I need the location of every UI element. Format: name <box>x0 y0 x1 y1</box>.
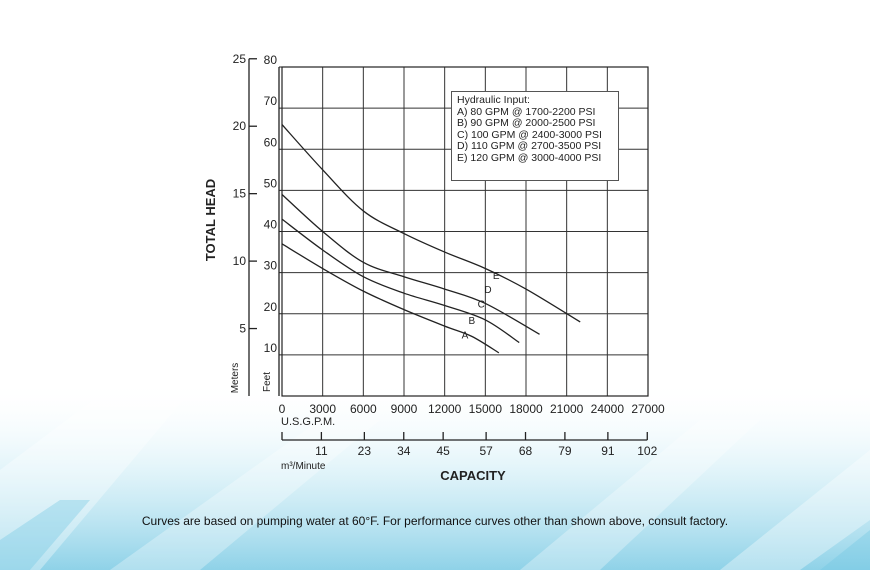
y-feet-tick-label: 60 <box>264 135 278 149</box>
x-m3-unit-label: m³/Minute <box>281 461 326 472</box>
x-m3-tick-label: 11 <box>315 444 328 458</box>
x-m3-tick-label: 91 <box>601 444 615 458</box>
curve-e <box>281 124 581 323</box>
x-gpm-tick-label: 0 <box>279 402 286 416</box>
x-gpm-tick-label: 12000 <box>428 402 462 416</box>
y-feet-unit-label: Feet <box>262 372 273 392</box>
x-axis-title: CAPACITY <box>440 468 506 483</box>
y-feet-tick-label: 10 <box>264 341 278 355</box>
y-feet-tick-label: 50 <box>264 176 278 190</box>
legend-entry-b: B) 90 GPM @ 2000-2500 PSI <box>457 117 596 130</box>
x-m3-tick-label: 45 <box>436 444 450 458</box>
y-meters-tick-label: 5 <box>239 322 246 336</box>
y-meters-unit-label: Meters <box>230 363 241 394</box>
curve-label-a: A <box>462 330 469 341</box>
x-gpm-tick-label: 27000 <box>631 402 665 416</box>
x-m3-tick-label: 23 <box>358 444 372 458</box>
x-gpm-tick-label: 3000 <box>309 402 336 416</box>
y-meters-tick-label: 20 <box>233 119 247 133</box>
y-meters-tick-label: 10 <box>233 254 247 268</box>
y-feet-tick-label: 70 <box>264 94 278 108</box>
y-meters-tick-label: 15 <box>233 187 247 201</box>
legend-entry-d: D) 110 GPM @ 2700-3500 PSI <box>457 140 602 153</box>
x-m3-tick-label: 68 <box>519 444 533 458</box>
y-feet-tick-label: 20 <box>264 300 278 314</box>
curve-label-d: D <box>484 285 491 296</box>
legend-entry-a: A) 80 GPM @ 1700-2200 PSI <box>457 105 596 118</box>
curve-label-c: C <box>478 300 485 311</box>
y-feet-tick-label: 80 <box>264 53 278 67</box>
x-m3-tick-label: 34 <box>397 444 411 458</box>
curve-label-e: E <box>493 271 500 282</box>
y-axis-title: TOTAL HEAD <box>203 179 218 261</box>
x-gpm-tick-label: 6000 <box>350 402 377 416</box>
footnote: Curves are based on pumping water at 60°… <box>141 514 729 528</box>
curve-a <box>281 243 500 354</box>
x-gpm-tick-label: 18000 <box>509 402 543 416</box>
x-m3-tick-label: 57 <box>479 444 493 458</box>
x-m3-tick-label: 102 <box>637 444 657 458</box>
y-feet-tick-label: 40 <box>264 218 278 232</box>
curve-label-b: B <box>468 316 475 327</box>
legend-title: Hydraulic Input: <box>457 94 530 106</box>
x-gpm-tick-label: 15000 <box>469 402 503 416</box>
legend-entry-c: C) 100 GPM @ 2400-3000 PSI <box>457 128 602 141</box>
x-gpm-tick-label: 24000 <box>591 402 625 416</box>
chart-axes: 10 20 30 40 50 60 70 80 5 10 15 20 25 0 3000 6000 9000 12… <box>233 52 665 458</box>
x-m3-tick-label: 79 <box>558 444 572 458</box>
curve-b <box>281 218 520 344</box>
x-gpm-tick-label: 21000 <box>550 402 584 416</box>
x-gpm-tick-label: 9000 <box>391 402 418 416</box>
y-meters-tick-label: 25 <box>233 52 247 66</box>
x-gpm-unit-label: U.S.G.P.M. <box>281 416 335 428</box>
y-feet-tick-label: 30 <box>264 259 278 273</box>
legend-entry-e: E) 120 GPM @ 3000-4000 PSI <box>457 151 602 164</box>
chart-legend: Hydraulic Input: A) 80 GPM @ 1700-2200 P… <box>451 91 619 181</box>
curve-c <box>281 194 540 335</box>
